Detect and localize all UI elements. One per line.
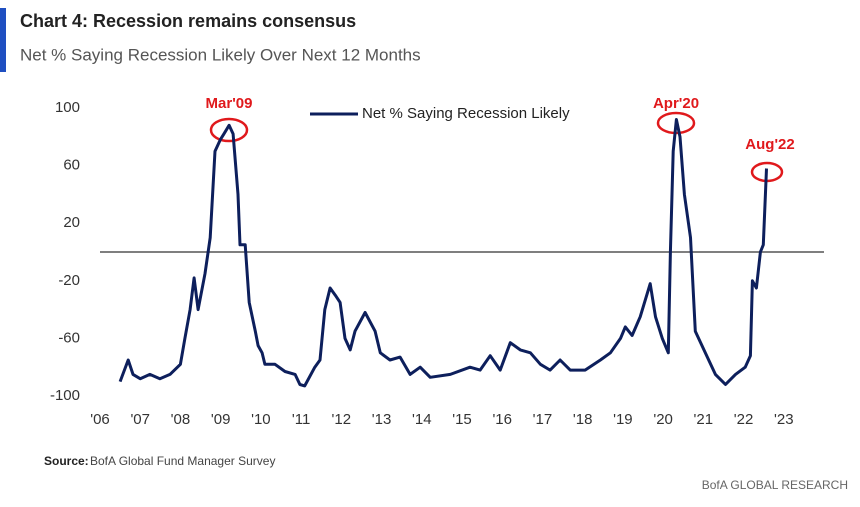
y-tick-label: 60	[63, 157, 80, 174]
annotation: Aug'22	[745, 136, 794, 153]
x-tick-label: '10	[251, 411, 271, 428]
brand: BofA GLOBAL RESEARCH	[702, 478, 848, 492]
x-tick-label: '20	[653, 411, 673, 428]
annotation-circle	[209, 117, 249, 143]
source: BofA Global Fund Manager Survey	[90, 454, 275, 468]
x-tick-label: '06	[90, 411, 110, 428]
annotation: Apr'20	[653, 95, 699, 112]
x-tick-label: '13	[372, 411, 392, 428]
source-label: Source:	[44, 454, 89, 468]
x-tick-label: '16	[492, 411, 512, 428]
x-tick-label: '18	[573, 411, 593, 428]
annotation: Mar'09	[206, 95, 253, 112]
y-tick-label: -20	[58, 272, 80, 289]
chart-subtitle: Net % Saying Recession Likely Over Next …	[20, 45, 421, 64]
x-tick-label: '23	[774, 411, 794, 428]
x-tick-label: '21	[694, 411, 714, 428]
y-tick-label: 20	[63, 214, 80, 231]
x-tick-label: '15	[452, 411, 472, 428]
title-bar	[0, 8, 6, 72]
x-tick-label: '19	[613, 411, 633, 428]
y-tick-label: -100	[50, 387, 80, 404]
y-tick-label: -60	[58, 329, 80, 346]
x-tick-label: '14	[412, 411, 432, 428]
x-tick-label: '22	[734, 411, 754, 428]
y-tick-label: 100	[55, 99, 80, 116]
x-tick-label: '11	[292, 411, 310, 428]
x-tick-label: '17	[533, 411, 553, 428]
legend-label: Net % Saying Recession Likely	[362, 105, 570, 122]
data-line	[118, 118, 768, 388]
x-tick-label: '07	[130, 411, 150, 428]
chart-title: Chart 4: Recession remains consensus	[20, 11, 356, 31]
x-tick-label: '09	[211, 411, 231, 428]
x-tick-label: '12	[332, 411, 352, 428]
x-tick-label: '08	[171, 411, 191, 428]
